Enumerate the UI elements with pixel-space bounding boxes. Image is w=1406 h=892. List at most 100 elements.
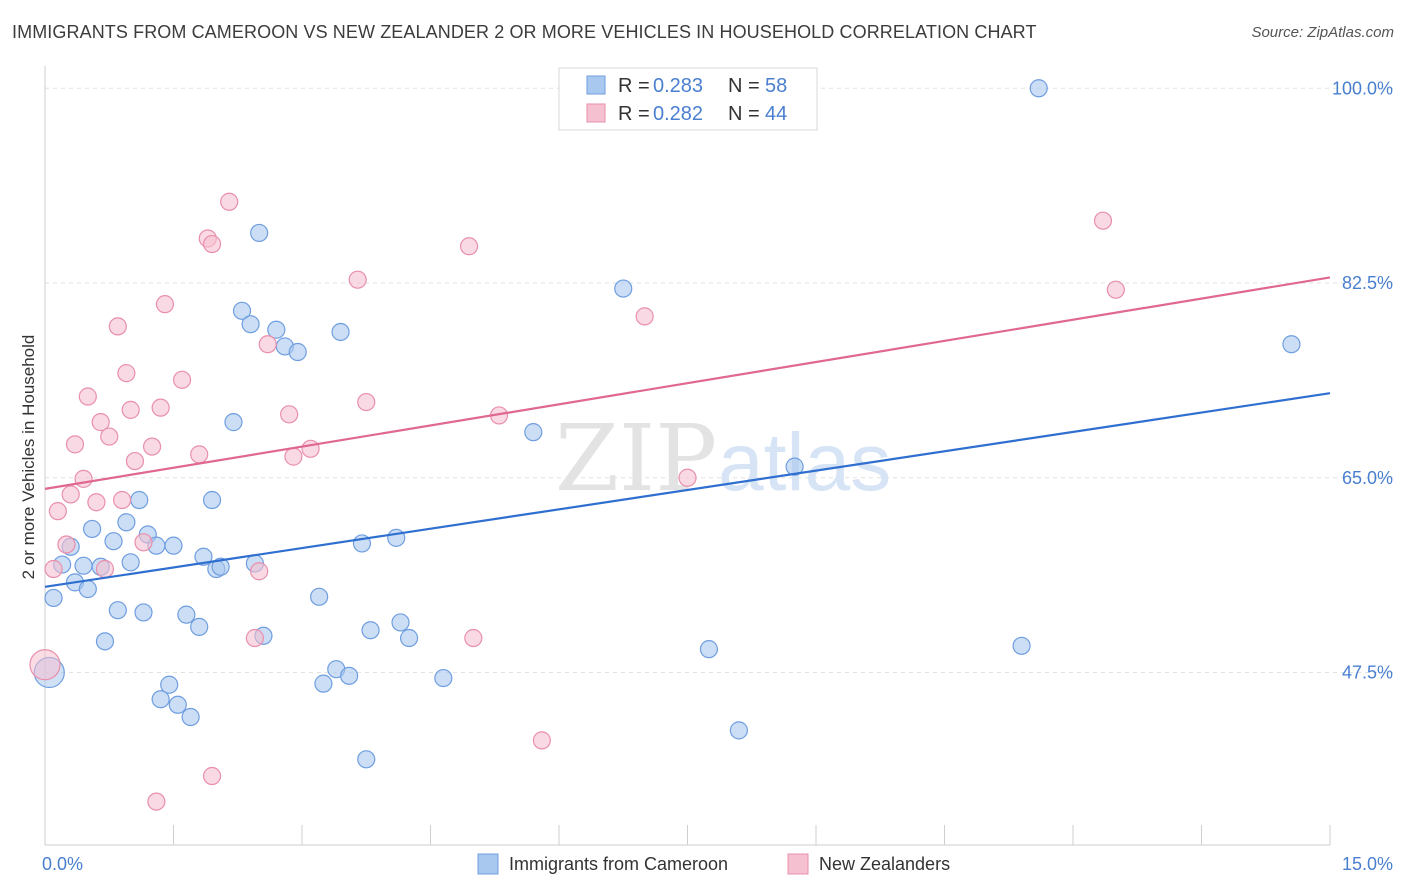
point-new-zealanders-24: [202, 234, 222, 254]
point-new-zealanders-21: [172, 370, 192, 389]
point-cameroon-6: [78, 579, 97, 599]
legend-r-value-new-zealanders: 0.282: [653, 103, 703, 125]
point-new-zealanders-11: [100, 427, 119, 446]
point-cameroon-23: [181, 707, 200, 727]
point-cameroon-39: [314, 674, 333, 693]
point-new-zealanders-42: [1093, 211, 1113, 230]
point-new-zealanders-30: [280, 405, 299, 424]
legend-r-label-cameroon: R =: [618, 75, 650, 97]
point-cameroon-13: [121, 553, 140, 572]
point-new-zealanders-15: [121, 400, 140, 419]
y-tick-label-3: 100.0%: [1332, 78, 1393, 98]
point-cameroon-7: [83, 519, 102, 539]
point-new-zealanders-35: [147, 792, 166, 811]
point-new-zealanders-41: [678, 468, 697, 487]
watermark-atlas: atlas: [718, 417, 891, 508]
point-new-zealanders-28: [250, 562, 269, 581]
point-new-zealanders-12: [108, 317, 127, 336]
point-new-zealanders-19: [151, 398, 170, 417]
point-new-zealanders-43: [1106, 280, 1125, 299]
legend-r-label-new-zealanders: R =: [618, 103, 650, 125]
x-tick-label-max: 15.0%: [1342, 854, 1393, 874]
point-new-zealanders-18: [142, 437, 162, 456]
legend-bottom-label-new-zealanders: New Zealanders: [819, 854, 950, 874]
point-new-zealanders-29: [258, 335, 277, 354]
legend-bottom-label-cameroon: Immigrants from Cameroon: [509, 854, 728, 874]
point-cameroon-26: [202, 490, 222, 510]
point-new-zealanders-6: [74, 469, 93, 488]
point-new-zealanders-5: [65, 435, 85, 454]
point-new-zealanders-1: [44, 559, 63, 579]
point-cameroon-33: [250, 223, 269, 243]
point-cameroon-48: [399, 628, 419, 648]
legend-n-value-new-zealanders: 44: [765, 103, 787, 125]
watermark-zip: ZIP: [555, 405, 717, 512]
point-cameroon-25: [194, 547, 213, 566]
legend-series: Immigrants from Cameroon New Zealanders: [477, 853, 950, 875]
legend-swatch-cameroon: [586, 75, 606, 95]
point-cameroon-56: [1029, 79, 1048, 98]
x-tick-label-min: 0.0%: [42, 854, 83, 874]
legend-n-label-new-zealanders: N =: [728, 103, 760, 125]
point-cameroon-18: [151, 690, 170, 709]
point-cameroon-53: [729, 721, 749, 740]
point-cameroon-45: [361, 621, 380, 640]
point-cameroon-22: [177, 605, 196, 624]
point-new-zealanders-37: [464, 628, 483, 648]
point-new-zealanders-9: [91, 413, 110, 432]
point-cameroon-51: [614, 279, 633, 298]
point-new-zealanders-22: [190, 445, 209, 464]
point-new-zealanders-2: [48, 502, 67, 521]
legend-swatch-new-zealanders: [586, 103, 606, 123]
point-new-zealanders-40: [635, 307, 654, 326]
point-cameroon-42: [340, 666, 359, 685]
point-new-zealanders-7: [78, 387, 97, 406]
point-new-zealanders-25: [202, 766, 222, 786]
point-cameroon-44: [357, 750, 376, 769]
axes: [44, 66, 1331, 846]
point-cameroon-49: [434, 668, 453, 688]
trend-line-cameroon: [44, 392, 1331, 588]
point-cameroon-35: [267, 320, 286, 339]
point-cameroon-15: [134, 603, 153, 622]
point-new-zealanders-31: [284, 447, 303, 466]
point-new-zealanders-27: [245, 628, 264, 648]
trend-line-new-zealanders: [44, 276, 1331, 490]
point-new-zealanders-14: [117, 364, 136, 383]
legend-n-value-cameroon: 58: [765, 75, 787, 97]
grid-lines: [45, 87, 1395, 674]
point-cameroon-55: [1012, 636, 1031, 655]
legend-stats: R = 0.283 N = 58 R = 0.282 N = 44: [558, 67, 818, 131]
legend-n-label-cameroon: N =: [728, 75, 760, 97]
point-cameroon-57: [1282, 335, 1301, 354]
y-tick-labels: 47.5% 65.0% 82.5% 100.0%: [1332, 78, 1393, 682]
point-new-zealanders-32: [301, 439, 320, 458]
point-new-zealanders-16: [125, 451, 145, 471]
point-cameroon-52: [699, 640, 719, 659]
point-cameroon-31: [241, 315, 260, 334]
point-new-zealanders-0: [29, 649, 61, 681]
point-new-zealanders-20: [155, 295, 175, 314]
point-cameroon-19: [160, 675, 179, 694]
legend-r-value-cameroon: 0.283: [653, 75, 703, 97]
y-tick-label-0: 47.5%: [1342, 663, 1393, 683]
legend-bottom-swatch-cameroon: [477, 853, 499, 875]
point-cameroon-28: [211, 557, 230, 576]
point-cameroon-10: [104, 532, 123, 551]
point-cameroon-37: [288, 342, 307, 362]
point-cameroon-38: [310, 587, 329, 606]
watermark: ZIP atlas: [555, 405, 891, 512]
series-new-zealanders-points: [29, 192, 1125, 811]
point-cameroon-29: [224, 413, 243, 432]
chart-title: IMMIGRANTS FROM CAMEROON VS NEW ZEALANDE…: [12, 22, 1037, 42]
point-new-zealanders-10: [95, 559, 115, 579]
point-cameroon-47: [391, 613, 410, 632]
point-new-zealanders-8: [87, 493, 106, 512]
point-new-zealanders-33: [348, 270, 367, 289]
point-cameroon-1: [44, 588, 63, 608]
point-cameroon-12: [117, 513, 136, 532]
source-label: Source: ZipAtlas.com: [1251, 24, 1394, 41]
point-cameroon-30: [232, 301, 252, 320]
y-tick-label-2: 82.5%: [1342, 273, 1393, 293]
